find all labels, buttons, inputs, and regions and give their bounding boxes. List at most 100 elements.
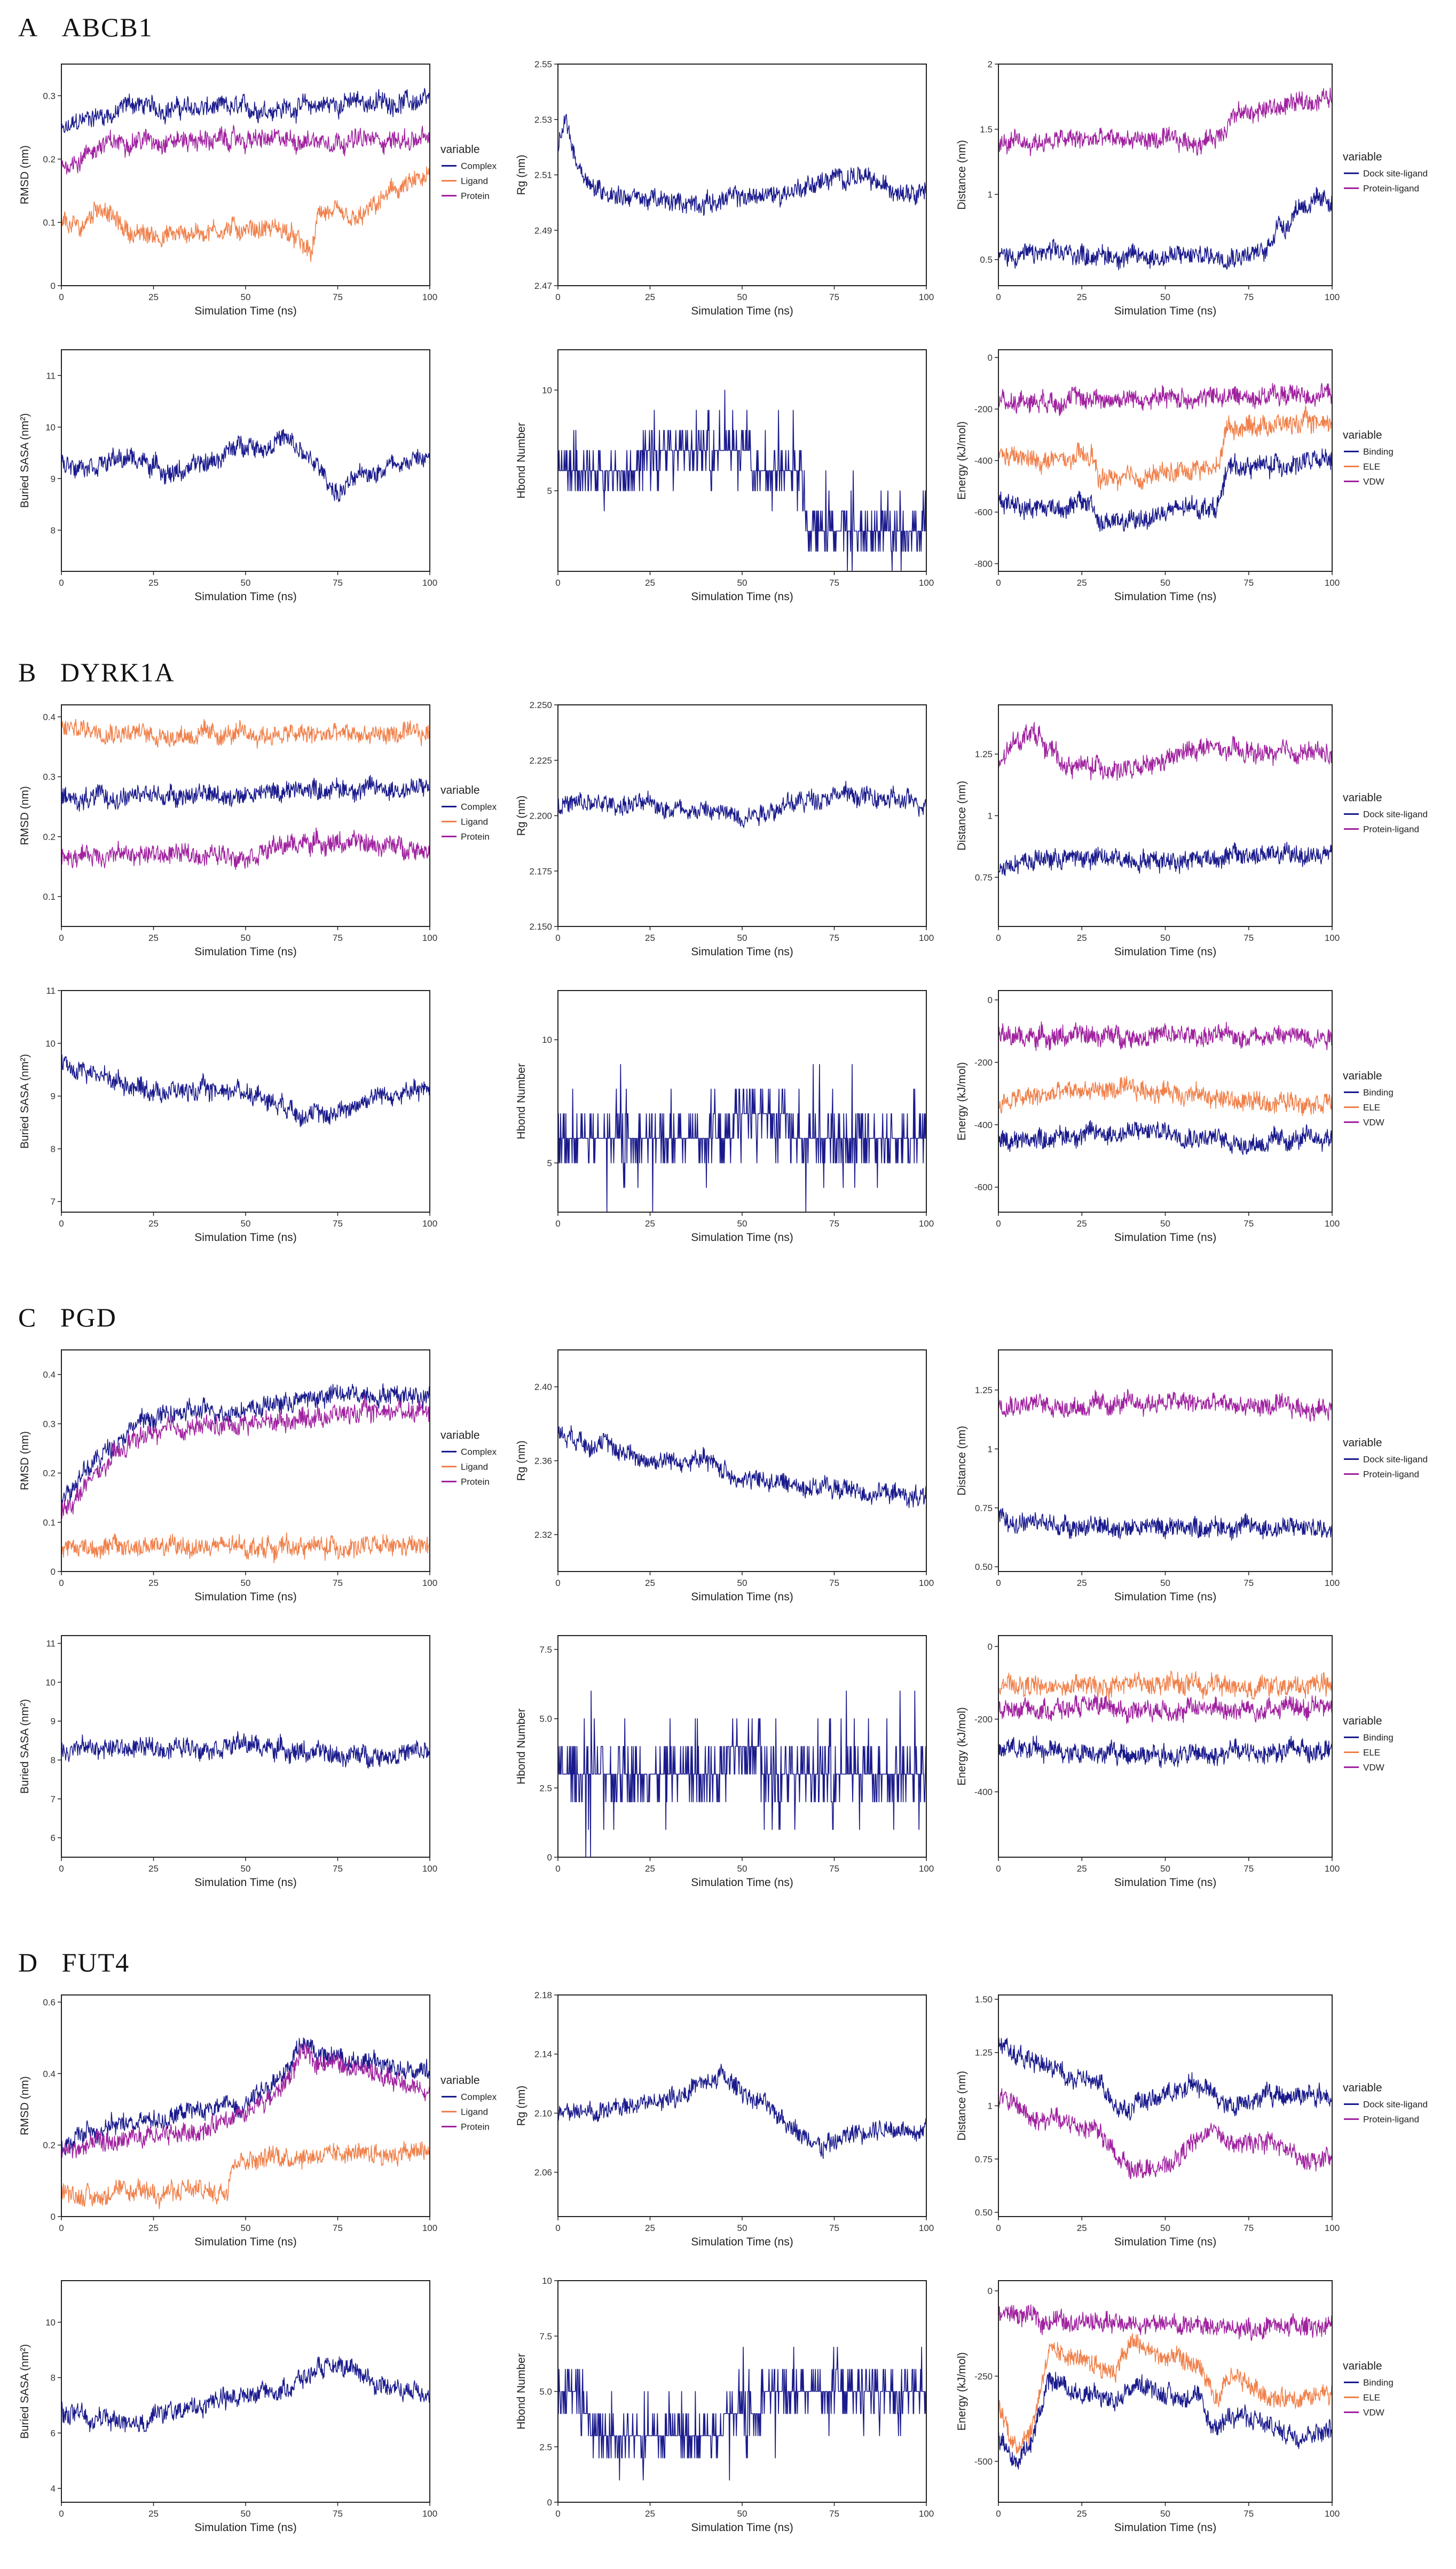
legend-entry: Ligand: [461, 176, 488, 186]
series-line-hbond: [557, 1064, 927, 1213]
y-tick-label: 0.1: [43, 892, 56, 902]
x-tick-label: 75: [1243, 578, 1254, 588]
legend-entry: VDW: [1363, 1118, 1384, 1128]
chart-D-dist: 0 25 50 75 100 0.50 0.75 1 1.25 1.50 Simulation Ti…: [956, 1994, 1428, 2248]
legend-entry: VDW: [1363, 477, 1384, 487]
x-tick-label: 25: [1077, 1864, 1087, 1874]
x-tick-label: 0: [555, 292, 560, 302]
x-tick-label: 75: [333, 1864, 343, 1874]
chart-C-energy: 0 25 50 75 100 0 -200 -400 Simulation Time (ns) E…: [956, 1635, 1394, 1889]
legend-entry: Binding: [1363, 2378, 1394, 2388]
chart-A-hbond: 0 25 50 75 100 5 10 Simulation Time (ns) Hbond N…: [515, 349, 934, 603]
x-tick-label: 25: [148, 2223, 159, 2233]
x-tick-label: 25: [148, 1578, 159, 1588]
series-line-protein-ligand: [998, 722, 1333, 781]
x-axis-label: Simulation Time (ns): [691, 1876, 793, 1889]
plot-frame: [61, 704, 430, 927]
x-tick-label: 75: [829, 2509, 839, 2519]
plot-frame: [557, 990, 927, 1213]
y-axis-label: Rg (nm): [515, 1441, 528, 1481]
x-tick-label: 100: [919, 1578, 934, 1588]
x-axis-label: Simulation Time (ns): [1114, 1876, 1216, 1889]
series-line-ele: [998, 405, 1333, 491]
y-tick-label: -400: [974, 456, 993, 466]
x-axis-label: Simulation Time (ns): [194, 305, 296, 317]
x-tick-label: 25: [148, 1864, 159, 1874]
section-a-name: ABCB1: [61, 12, 153, 42]
legend-title: variable: [440, 784, 480, 797]
x-axis-label: Simulation Time (ns): [1114, 305, 1216, 317]
x-tick-label: 75: [1243, 933, 1254, 943]
series-line-hbond: [558, 389, 927, 572]
x-tick-label: 0: [59, 1864, 64, 1874]
plot-frame: [61, 990, 430, 1213]
x-tick-label: 100: [422, 1864, 437, 1874]
y-axis-label: RMSD (nm): [19, 2076, 31, 2135]
y-axis-label: Hbond Number: [515, 1708, 528, 1784]
legend: variable Dock site-ligand Protein-ligand: [1343, 151, 1428, 194]
x-tick-label: 100: [422, 2223, 437, 2233]
legend-title: variable: [1343, 151, 1382, 163]
y-tick-label: 0: [51, 281, 56, 291]
chart-B-rmsd: 0 25 50 75 100 0.1 0.2 0.3 0.4 Simulation Time (n…: [19, 704, 497, 958]
legend-entry: ELE: [1363, 2393, 1380, 2403]
series-line-hbond: [557, 1691, 927, 1858]
x-tick-label: 75: [333, 292, 343, 302]
chart-B-sasa: 0 25 50 75 100 7 8 9 10 11 Simulation Time (ns) Bur…: [19, 986, 437, 1244]
y-tick-label: 11: [46, 1639, 56, 1649]
y-axis-label: Buried SASA (nm²): [19, 1054, 31, 1149]
x-tick-label: 0: [996, 933, 1001, 943]
x-tick-label: 50: [737, 2223, 747, 2233]
section-c-name: PGD: [60, 1302, 117, 1332]
series-line-protein-ligand: [998, 88, 1333, 156]
y-tick-label: 7.5: [539, 1645, 552, 1655]
y-tick-label: 0.75: [975, 1503, 993, 1513]
x-tick-label: 50: [241, 578, 251, 588]
x-tick-label: 100: [422, 292, 437, 302]
plot-frame: [998, 1994, 1333, 2217]
legend-entry: Dock site-ligand: [1363, 810, 1428, 820]
y-tick-label: 11: [46, 986, 56, 996]
y-tick-label: 8: [51, 1755, 56, 1765]
series-line-sasa: [61, 1731, 430, 1769]
y-tick-label: -200: [974, 1057, 993, 1067]
plot-frame: [557, 704, 927, 927]
y-tick-label: 4: [51, 2484, 56, 2494]
legend-entry: Protein: [461, 1477, 490, 1487]
legend: variable Dock site-ligand Protein-ligand: [1343, 792, 1428, 835]
y-axis-label: RMSD (nm): [19, 145, 31, 205]
series-line-protein: [61, 1395, 430, 1519]
y-axis-label: Distance (nm): [956, 1426, 968, 1496]
x-tick-label: 100: [1325, 1578, 1340, 1588]
chart-B-energy: 0 25 50 75 100 0 -200 -400 -600 Simulation Time (…: [956, 990, 1394, 1244]
x-tick-label: 0: [555, 933, 560, 943]
series-line-complex: [61, 1383, 430, 1504]
legend: variable Binding ELE VDW: [1343, 429, 1394, 487]
y-axis-label: Buried SASA (nm²): [19, 2344, 31, 2439]
x-axis-label: Simulation Time (ns): [1114, 1231, 1216, 1244]
x-axis-label: Simulation Time (ns): [194, 1231, 296, 1244]
chart-C-sasa: 0 25 50 75 100 6 7 8 9 10 11 Simulation Time (ns) Bu…: [19, 1635, 437, 1889]
y-tick-label: 2: [988, 59, 993, 69]
x-tick-label: 25: [1077, 1219, 1087, 1229]
x-tick-label: 75: [1243, 2509, 1254, 2519]
legend: variable Complex Ligand Protein: [440, 1429, 497, 1487]
y-tick-label: 10: [45, 2317, 56, 2328]
series-line-complex: [61, 2037, 430, 2155]
x-axis-label: Simulation Time (ns): [691, 1231, 793, 1244]
series-line-ele: [998, 1670, 1333, 1702]
x-tick-label: 0: [555, 2509, 560, 2519]
x-tick-label: 0: [59, 1578, 64, 1588]
x-tick-label: 50: [737, 292, 747, 302]
x-tick-label: 75: [333, 1219, 343, 1229]
x-tick-label: 50: [241, 1219, 251, 1229]
x-tick-label: 75: [829, 1578, 839, 1588]
legend-entry: Ligand: [461, 817, 488, 827]
y-tick-label: 2.06: [534, 2167, 552, 2178]
x-tick-label: 0: [996, 1578, 1001, 1588]
series-line-ligand: [61, 2141, 430, 2210]
x-tick-label: 75: [829, 1219, 839, 1229]
chart-C-rg: 0 25 50 75 100 2.32 2.36 2.40 Simulation Time (n…: [515, 1349, 934, 1603]
y-tick-label: -250: [974, 2371, 993, 2382]
